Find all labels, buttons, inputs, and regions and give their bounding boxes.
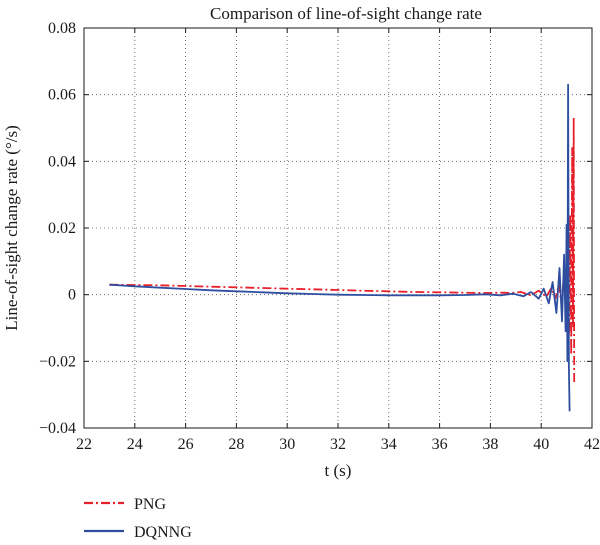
x-tick-label: 22 [76,436,92,453]
x-tick-label: 24 [127,436,143,453]
y-tick-label: −0.04 [39,420,76,437]
axis-ticks: 22 24 26 28 30 32 34 36 38 40 42 −0.04 −0.02 0 0.02 0.0… [39,20,600,453]
y-tick-label: 0 [68,287,76,304]
x-tick-label: 38 [482,436,498,453]
legend-label-png: PNG [134,496,166,513]
legend: PNG DQNNG [84,496,192,541]
x-tick-label: 36 [432,436,448,453]
x-tick-label: 40 [533,436,549,453]
x-tick-label: 42 [584,436,600,453]
x-tick-label: 26 [178,436,194,453]
x-tick-label: 30 [279,436,295,453]
chart-title: Comparison of line-of-sight change rate [210,4,482,23]
y-tick-label: −0.02 [39,353,76,370]
y-axis-label: Line-of-sight change rate (°/s) [2,125,21,331]
gridlines [84,28,592,428]
x-axis-label: t (s) [325,461,352,480]
x-tick-label: 32 [330,436,346,453]
y-tick-label: 0.04 [48,153,76,170]
legend-label-dqnng: DQNNG [134,524,192,541]
y-tick-label: 0.08 [48,20,76,37]
series-line-png [109,117,576,385]
series-lines [109,83,576,412]
x-tick-label: 28 [228,436,244,453]
y-tick-label: 0.06 [48,87,76,104]
y-tick-label: 0.02 [48,220,76,237]
series-line-dqnng [109,83,571,412]
x-tick-label: 34 [381,436,397,453]
